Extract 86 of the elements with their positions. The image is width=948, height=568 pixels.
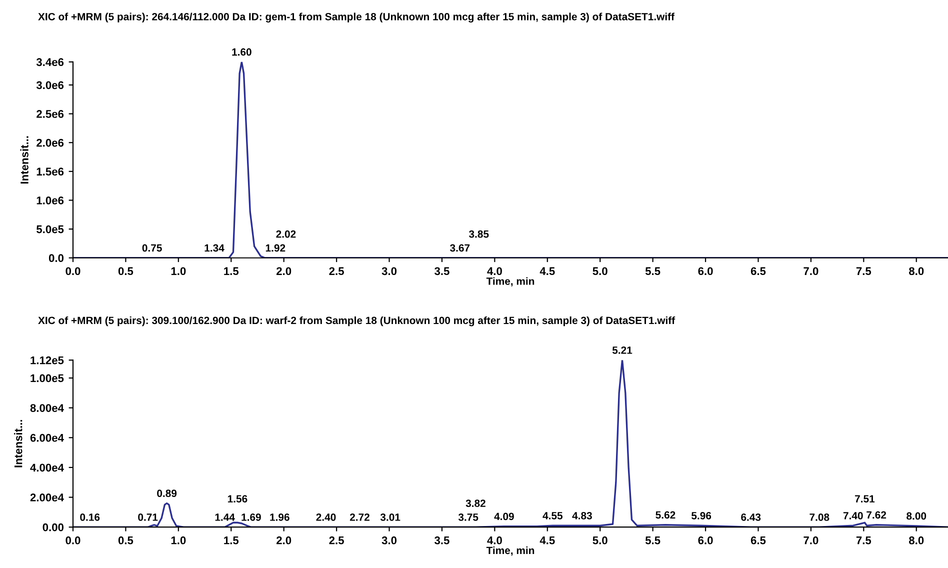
annotation: 1.92: [266, 244, 286, 252]
x-tick-label: 5.0: [592, 536, 608, 544]
annotation: 4.55: [542, 512, 563, 520]
annotation: 2.72: [350, 514, 370, 521]
annotation: 0.75: [142, 244, 162, 252]
y-tick-label: 0.00: [42, 523, 64, 532]
x-tick-label: 1.5: [224, 267, 239, 276]
annotation: 3.82: [466, 500, 486, 508]
y-tick-label: 6.00e4: [30, 434, 64, 442]
x-tick-label: 1.0: [171, 267, 186, 276]
y-tick-label: 5.0e5: [36, 225, 64, 234]
annotation: 4.09: [494, 512, 514, 520]
x-tick-label: 0.5: [118, 267, 134, 276]
annotation: 4.83: [572, 512, 592, 520]
x-tick-label: 5.5: [645, 267, 660, 276]
annotation: 7.40: [843, 512, 863, 520]
annotation: 7.08: [810, 514, 830, 521]
x-tick-label: 5.5: [645, 536, 660, 544]
annotation: 2.02: [276, 230, 296, 238]
y-tick-label: 2.0e6: [36, 138, 64, 147]
x-tick-label: 7.0: [804, 536, 818, 544]
x-tick-label: 4.0: [487, 536, 502, 544]
annotation: 6.43: [741, 514, 761, 521]
y-tick-label: 2.5e6: [36, 110, 64, 118]
y-axis-title: Intensit...: [14, 420, 22, 468]
x-tick-label: 4.5: [540, 536, 555, 544]
annotation: 1.60: [232, 48, 252, 56]
x-tick-label: 1.5: [224, 536, 239, 544]
x-tick-label: 3.5: [434, 536, 450, 544]
y-tick-label: 3.0e6: [36, 81, 64, 90]
x-tick-label: 3.0: [382, 267, 397, 276]
x-axis-title: Time, min: [486, 546, 534, 556]
x-tick-label: 4.0: [487, 267, 502, 276]
y-axis-title: Intensit...: [20, 136, 28, 184]
x-tick-label: 6.0: [698, 536, 713, 544]
annotation: 0.89: [157, 490, 177, 498]
x-tick-label: 0.0: [66, 536, 80, 544]
x-tick-label: 2.0: [276, 536, 292, 544]
x-tick-label: 4.5: [540, 267, 555, 276]
x-tick-label: 3.0: [382, 536, 397, 544]
x-tick-label: 2.5: [329, 536, 344, 544]
x-tick-label: 2.5: [329, 267, 344, 276]
x-tick-label: 6.5: [750, 536, 766, 544]
x-tick-label: 7.5: [856, 536, 872, 544]
annotation: 3.01: [380, 514, 400, 521]
annotation: 0.16: [80, 514, 100, 521]
annotation: 0.71: [138, 514, 158, 521]
x-tick-label: 5.0: [592, 267, 608, 276]
annotation: 5.62: [656, 511, 676, 519]
x-axis-title: Time, min: [486, 277, 534, 286]
x-tick-label: 8.0: [909, 536, 924, 544]
annotation: 1.34: [204, 244, 224, 252]
x-tick-label: 6.0: [698, 267, 713, 276]
x-tick-label: 3.5: [434, 267, 450, 276]
chart-title: XIC of +MRM (5 pairs): 264.146/112.000 Da ID: gem-1 from Sample 18 (Unknown 100 mcg after 15 min, sample 3) of DataSET1.wiff: [38, 12, 675, 22]
annotation: 1.56: [228, 495, 248, 503]
annotation: 8.00: [906, 512, 926, 520]
y-tick-label: 4.00e4: [30, 464, 64, 472]
annotation: 7.51: [855, 495, 875, 503]
annotation: 2.40: [316, 514, 336, 521]
annotation: 3.85: [468, 230, 489, 238]
x-tick-label: 0.5: [118, 536, 134, 544]
annotation: 1.44: [215, 514, 235, 521]
chart-title: XIC of +MRM (5 pairs): 309.100/162.900 Da ID: warf-2 from Sample 18 (Unknown 100 mcg after 15 min, sample 3) of DataSET1.wiff: [38, 316, 676, 326]
y-tick-label: 1.5e6: [36, 168, 64, 176]
y-tick-label: 0.0: [48, 254, 64, 262]
y-tick-label: 1.12e5: [30, 356, 64, 364]
y-tick-label: 1.0e6: [36, 196, 64, 204]
x-tick-label: 7.5: [856, 267, 872, 276]
y-tick-label: 8.00e4: [30, 404, 64, 412]
x-tick-label: 1.0: [171, 536, 186, 544]
x-tick-label: 8.0: [909, 267, 924, 276]
annotation: 7.62: [866, 511, 886, 519]
annotation: 5.96: [691, 512, 712, 520]
x-tick-label: 2.0: [276, 267, 292, 276]
annotation: 1.69: [242, 514, 261, 521]
y-tick-label: 3.4e6: [36, 58, 64, 66]
x-tick-label: 6.5: [750, 267, 766, 276]
x-tick-label: 0.0: [66, 267, 80, 276]
annotation: 3.75: [458, 514, 478, 521]
y-tick-label: 1.00e5: [30, 374, 64, 382]
annotation: 5.21: [612, 346, 632, 354]
annotation: 1.96: [270, 514, 290, 521]
x-tick-label: 7.0: [804, 267, 818, 276]
y-tick-label: 2.00e4: [30, 494, 64, 502]
annotation: 3.67: [450, 244, 470, 252]
